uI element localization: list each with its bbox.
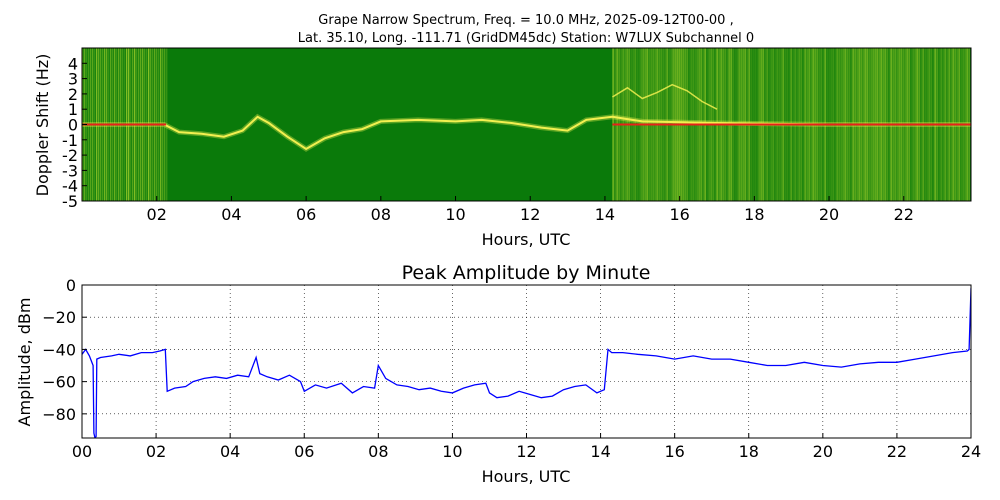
x-tick-label: 04	[220, 442, 240, 461]
x-tick-label: 04	[221, 205, 241, 224]
x-tick-label: 12	[520, 205, 540, 224]
x-tick-label: 14	[595, 205, 615, 224]
x-tick-label: 02	[147, 205, 167, 224]
y-tick-label: 0	[68, 116, 78, 135]
y-tick-label: -2	[62, 146, 78, 165]
y-tick-label: 0	[66, 276, 76, 295]
spectrogram-x-axis-label: Hours, UTC	[482, 230, 571, 249]
x-tick-label: 20	[819, 205, 839, 224]
y-tick-label: −20	[42, 308, 76, 327]
x-tick-label: 02	[146, 442, 166, 461]
spectrogram-traces	[82, 83, 971, 152]
y-tick-label: -5	[62, 192, 78, 211]
noise-column	[166, 48, 168, 201]
spectrogram-panel: Grape Narrow Spectrum, Freq. = 10.0 MHz,…	[33, 13, 972, 249]
x-tick-label: 22	[887, 442, 907, 461]
x-tick-label: 16	[669, 205, 689, 224]
spectrogram-y-axis-label: Doppler Shift (Hz)	[33, 54, 52, 197]
amplitude-y-ticks: 0 −20 −40 −60 −80	[42, 276, 87, 424]
spectrogram-x-ticks: 02 04 06 08 10 12 14 16 18 20 22	[147, 196, 914, 224]
spectrogram-title-line1: Grape Narrow Spectrum, Freq. = 10.0 MHz,…	[318, 13, 733, 28]
y-tick-label: 1	[68, 100, 78, 119]
spectrogram-title-line2: Lat. 35.10, Long. -111.71 (GridDM45dc) S…	[298, 31, 754, 46]
x-tick-label: 14	[590, 442, 610, 461]
x-tick-label: 00	[72, 442, 92, 461]
y-tick-label: −40	[42, 340, 76, 359]
x-tick-label: 08	[371, 205, 391, 224]
secondary-doppler-trace	[612, 83, 718, 110]
x-tick-label: 10	[442, 442, 462, 461]
amplitude-title: Peak Amplitude by Minute	[402, 262, 651, 284]
y-tick-label: 3	[68, 70, 78, 89]
x-tick-label: 18	[739, 442, 759, 461]
y-tick-label: 2	[68, 85, 78, 104]
doppler-trace	[82, 115, 971, 151]
y-tick-label: -1	[62, 131, 78, 150]
x-tick-label: 16	[664, 442, 684, 461]
x-tick-label: 12	[516, 442, 536, 461]
amplitude-y-axis-label: Amplitude, dBm	[15, 298, 34, 427]
x-tick-label: 10	[445, 205, 465, 224]
y-tick-label: −60	[42, 373, 76, 392]
x-tick-label: 22	[894, 205, 914, 224]
amplitude-panel: Peak Amplitude by Minute 00 02 04 06 08 10 12 1…	[15, 262, 981, 486]
amplitude-series-line	[82, 288, 971, 438]
x-tick-label: 06	[294, 442, 314, 461]
x-tick-label: 08	[368, 442, 388, 461]
amplitude-x-ticks: 00 02 04 06 08 10 12 14 16 18 20 22 24	[72, 433, 981, 461]
x-tick-label: 18	[744, 205, 764, 224]
x-tick-label: 20	[813, 442, 833, 461]
x-tick-label: 24	[961, 442, 981, 461]
amplitude-x-axis-label: Hours, UTC	[482, 467, 571, 486]
y-tick-label: -4	[62, 177, 78, 196]
y-tick-label: -3	[62, 161, 78, 180]
y-tick-label: −80	[42, 405, 76, 424]
x-tick-label: 06	[296, 205, 316, 224]
y-tick-label: 4	[68, 54, 78, 73]
